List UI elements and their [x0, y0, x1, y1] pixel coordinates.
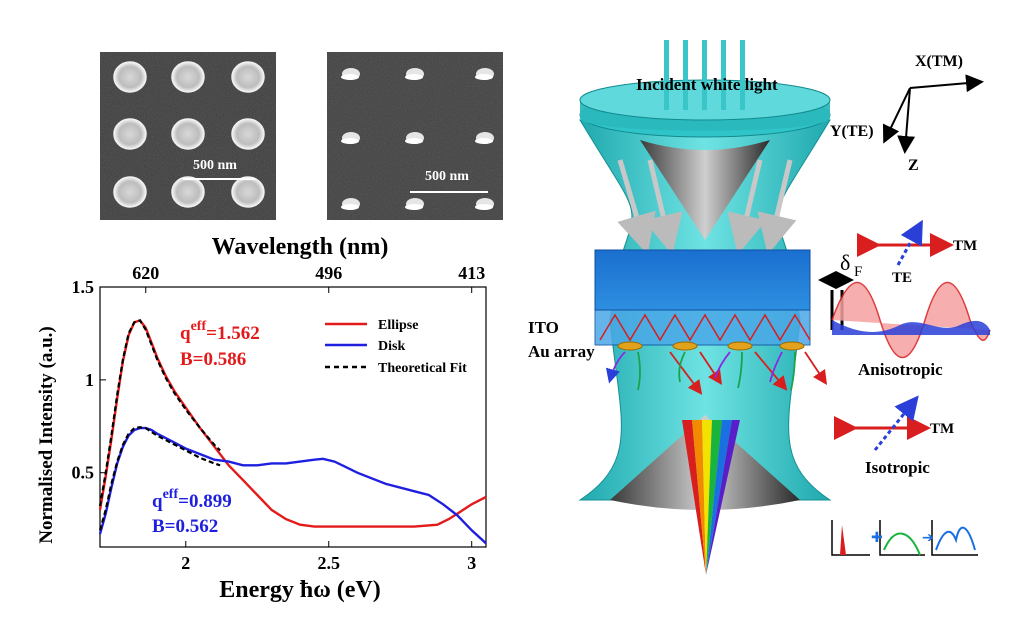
- waveguide-zigzag: [599, 313, 811, 342]
- sem-disk-scale-bar: [410, 191, 488, 193]
- axis-z-label: Z: [908, 157, 919, 174]
- top-tick-label: 496: [315, 263, 342, 283]
- te-label: TE: [892, 270, 912, 286]
- sem-particle: [171, 176, 205, 208]
- x-tick-label: 3: [467, 553, 476, 573]
- optical-schematic: Incident white light ITO Au array: [528, 40, 991, 575]
- disk-b-annotation: B=0.562: [152, 516, 218, 537]
- sem-particle: [171, 61, 205, 93]
- ellipse-q-annotation: qeff=1.562: [180, 319, 260, 344]
- series-line-1: [98, 426, 487, 545]
- sem-disk-svg: [327, 52, 503, 220]
- sem-image-ellipse: 500 nm: [100, 52, 276, 220]
- ito-layer: [594, 309, 811, 346]
- incident-beams: [664, 40, 745, 110]
- tm-label-anisotropic: TM: [953, 238, 977, 254]
- isotropic-label: Isotropic: [865, 458, 930, 477]
- svg-text:✚: ✚: [871, 530, 883, 546]
- incident-light-label: Incident white light: [636, 75, 778, 94]
- au-array: [617, 341, 805, 351]
- axis-x-label: X(TM): [915, 53, 963, 70]
- legend-label-ellipse: Ellipse: [378, 318, 418, 333]
- plot-area: [99, 286, 487, 548]
- top-tick-label: 413: [458, 263, 485, 283]
- sem-particle: [171, 118, 205, 150]
- disk-q-annotation: qeff=0.899: [152, 487, 232, 512]
- legend-label-fit: Theoretical Fit: [378, 361, 467, 376]
- sem-particle-highlight: [405, 74, 423, 80]
- sem-particle-highlight: [341, 204, 359, 210]
- sem-ellipse-svg: [100, 52, 276, 220]
- reflected-arrows: [617, 159, 797, 255]
- sem-particle-highlight: [475, 204, 493, 210]
- ito-label: ITO: [528, 318, 559, 337]
- legend: Ellipse Disk Theoretical Fit: [325, 318, 467, 376]
- spectrum-chart: Wavelength (nm) Energy ħω (eV) Normalise…: [36, 234, 487, 603]
- ellipse-b-annotation: B=0.586: [180, 349, 246, 370]
- series-line-2: [98, 319, 221, 507]
- legend-item-fit: Theoretical Fit: [325, 361, 467, 376]
- legend-item-disk: Disk: [325, 339, 405, 354]
- sem-ellipse-scale-bar: [183, 178, 255, 180]
- rainbow-fan: [682, 420, 740, 575]
- svg-text:➔: ➔: [922, 530, 934, 546]
- axes-triad: [882, 74, 984, 154]
- isotropic-polarization: [834, 395, 931, 451]
- sem-particle: [113, 176, 147, 208]
- delta-label: δ: [840, 250, 850, 275]
- sem-particle: [113, 61, 147, 93]
- sem-particle-highlight: [405, 138, 423, 144]
- sem-particle: [231, 176, 265, 208]
- sem-particle: [231, 61, 265, 93]
- sem-disk-scale-label: 500 nm: [425, 169, 469, 184]
- anisotropic-label: Anisotropic: [858, 360, 943, 379]
- axis-y-label: Y(TE): [830, 123, 874, 140]
- x-tick-label: 2.5: [317, 553, 340, 573]
- sem-image-disk: 500 nm: [327, 52, 503, 220]
- x-axis-label: Energy ħω (eV): [219, 577, 381, 603]
- anisotropic-waves: [830, 282, 991, 358]
- sem-particle-highlight: [341, 138, 359, 144]
- y-tick-label: 1: [85, 370, 94, 390]
- top-tick-label: 620: [132, 263, 159, 283]
- sem-particle: [231, 118, 265, 150]
- sem-particle-highlight: [341, 74, 359, 80]
- anisotropic-polarization: [857, 219, 954, 266]
- spectrum-insets: ✚ ➔: [831, 520, 978, 556]
- series-line-3: [98, 426, 221, 531]
- legend-item-ellipse: Ellipse: [325, 318, 418, 333]
- sem-particle: [113, 118, 147, 150]
- delta-subscript: F: [854, 264, 862, 280]
- sem-particle-highlight: [405, 204, 423, 210]
- glass-substrate: [594, 249, 811, 311]
- au-array-label: Au array: [528, 342, 595, 361]
- tm-label-isotropic: TM: [930, 421, 954, 437]
- upper-cone: [640, 140, 770, 240]
- sem-particle-highlight: [475, 74, 493, 80]
- y-tick-label: 1.5: [72, 277, 95, 297]
- y-tick-label: 0.5: [72, 463, 95, 483]
- top-axis-label: Wavelength (nm): [212, 234, 389, 260]
- y-axis-label: Normalised Intensity (a.u.): [36, 326, 57, 543]
- x-tick-label: 2: [181, 553, 190, 573]
- scattered-light-arrows: [605, 351, 827, 395]
- sem-ellipse-scale-label: 500 nm: [193, 158, 237, 173]
- legend-label-disk: Disk: [378, 339, 405, 354]
- sem-particle-highlight: [475, 138, 493, 144]
